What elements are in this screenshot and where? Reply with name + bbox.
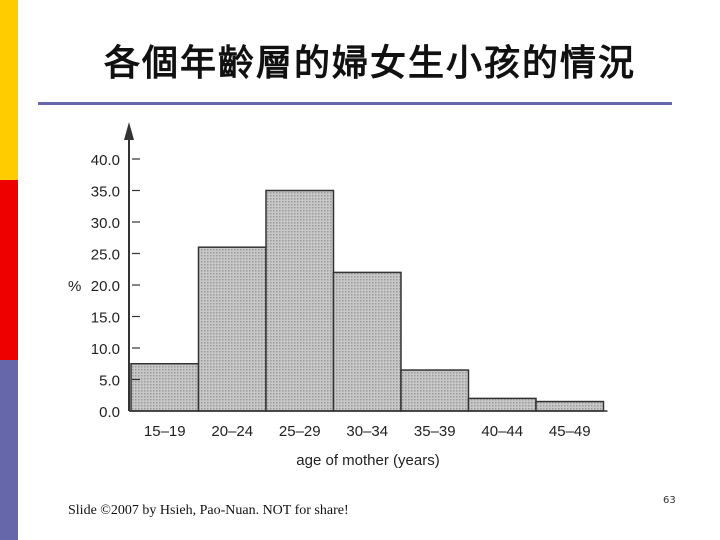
y-ticks-group: 0.0 5.0 10.0 15.0 20.0 25.0 30.0 35.0 40.0 <box>91 152 140 421</box>
accent-stripe-yellow <box>0 0 18 180</box>
x-tick-label: 35–39 <box>414 423 456 440</box>
title-underline <box>38 102 672 105</box>
y-tick-label: 30.0 <box>91 215 120 232</box>
bar-40–44 <box>467 397 537 412</box>
x-tick-label: 20–24 <box>211 423 253 440</box>
y-axis-label: % <box>68 278 81 295</box>
y-tick-label: 15.0 <box>91 310 120 327</box>
page-number: 63 <box>663 495 676 506</box>
accent-stripe-red <box>0 180 18 360</box>
y-tick-label: 5.0 <box>99 373 120 390</box>
x-tick-label: 40–44 <box>481 423 523 440</box>
bar-15–19 <box>130 363 200 412</box>
y-axis-arrowhead <box>124 122 134 140</box>
bars-group <box>130 189 605 412</box>
x-tick-label: 15–19 <box>144 423 186 440</box>
x-axis-label: age of mother (years) <box>296 452 439 469</box>
y-tick-label: 40.0 <box>91 152 120 169</box>
y-tick-label: 0.0 <box>99 404 120 421</box>
y-tick-label: 10.0 <box>91 341 120 358</box>
slide-footer: Slide ©2007 by Hsieh, Pao-Nuan. NOT for … <box>68 503 349 518</box>
accent-stripe-blue <box>0 360 18 540</box>
x-tick-label: 25–29 <box>279 423 321 440</box>
y-tick-label: 20.0 <box>91 278 120 295</box>
slide-title: 各個年齡層的婦女生小孩的情況 <box>103 42 636 84</box>
bar-25–29 <box>265 189 335 412</box>
bar-30–34 <box>332 271 402 412</box>
x-tick-label: 30–34 <box>346 423 388 440</box>
bar-45–49 <box>535 400 605 412</box>
bar-35–39 <box>400 369 470 412</box>
x-ticks-group: 15–19 20–24 25–29 30–34 35–39 40–44 45–49 <box>144 423 591 440</box>
bar-20–24 <box>197 246 267 412</box>
y-tick-label: 25.0 <box>91 247 120 264</box>
y-tick-label: 35.0 <box>91 184 120 201</box>
x-tick-label: 45–49 <box>549 423 591 440</box>
